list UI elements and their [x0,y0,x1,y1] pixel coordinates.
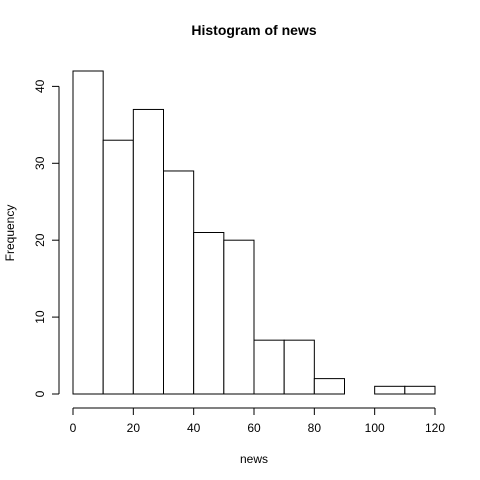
x-axis-label: news [240,452,268,466]
histogram-bar-3 [163,170,195,395]
y-tick-label: 30 [33,156,47,170]
x-axis: 0 20 40 60 80 100 120 [70,407,445,435]
y-tick-label: 40 [33,79,47,93]
histogram-bar-2 [132,108,164,395]
chart-title: Histogram of news [191,22,316,38]
y-tick-label: 20 [33,233,47,247]
histogram-bar-0 [72,70,104,395]
histogram-bar-5 [223,239,255,395]
histogram-bar-1 [102,139,134,395]
x-tick-label: 0 [70,421,77,435]
histogram-bar-11 [404,385,436,395]
x-tick-label: 40 [187,421,201,435]
y-axis-label: Frequency [3,205,17,262]
histogram-bar-8 [313,378,346,395]
y-tick-label: 0 [33,390,47,397]
histogram-bar-4 [193,232,225,395]
y-tick-label: 10 [33,310,47,324]
x-tick-label: 80 [308,421,322,435]
histogram-bar-7 [283,339,315,395]
y-axis: 0 10 20 30 40 [33,79,60,397]
bars-group [72,70,436,395]
x-tick-label: 60 [247,421,261,435]
x-tick-label: 120 [425,421,445,435]
histogram-bar-10 [374,385,406,395]
x-tick-label: 20 [127,421,141,435]
histogram-bar-6 [253,339,285,395]
x-tick-label: 100 [365,421,385,435]
